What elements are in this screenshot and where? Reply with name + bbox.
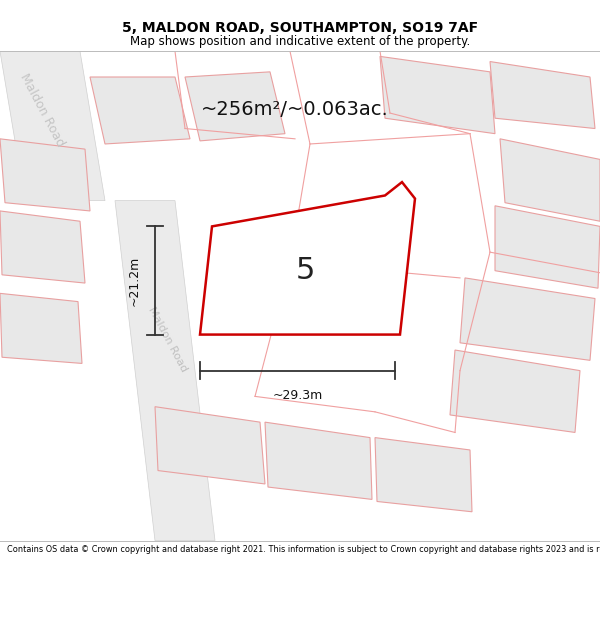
Polygon shape	[90, 77, 190, 144]
Text: ~256m²/~0.063ac.: ~256m²/~0.063ac.	[201, 101, 389, 119]
Polygon shape	[450, 350, 580, 432]
Polygon shape	[460, 278, 595, 361]
Polygon shape	[380, 56, 495, 134]
Polygon shape	[0, 293, 82, 363]
Polygon shape	[265, 422, 372, 499]
Text: ~21.2m: ~21.2m	[128, 256, 141, 306]
Text: 5: 5	[295, 256, 314, 285]
Polygon shape	[185, 72, 285, 141]
Polygon shape	[200, 182, 415, 334]
Polygon shape	[0, 51, 105, 201]
Polygon shape	[155, 407, 265, 484]
Text: Contains OS data © Crown copyright and database right 2021. This information is : Contains OS data © Crown copyright and d…	[7, 545, 600, 554]
Polygon shape	[0, 139, 90, 211]
Polygon shape	[375, 438, 472, 512]
Text: 5, MALDON ROAD, SOUTHAMPTON, SO19 7AF: 5, MALDON ROAD, SOUTHAMPTON, SO19 7AF	[122, 21, 478, 34]
Polygon shape	[500, 139, 600, 221]
Polygon shape	[495, 206, 600, 288]
Polygon shape	[490, 61, 595, 129]
Polygon shape	[115, 201, 215, 541]
Text: Map shows position and indicative extent of the property.: Map shows position and indicative extent…	[130, 35, 470, 48]
Text: Maldon Road: Maldon Road	[146, 306, 190, 374]
Text: ~29.3m: ~29.3m	[272, 389, 323, 402]
Text: Maldon Road: Maldon Road	[17, 71, 67, 149]
Polygon shape	[0, 211, 85, 283]
